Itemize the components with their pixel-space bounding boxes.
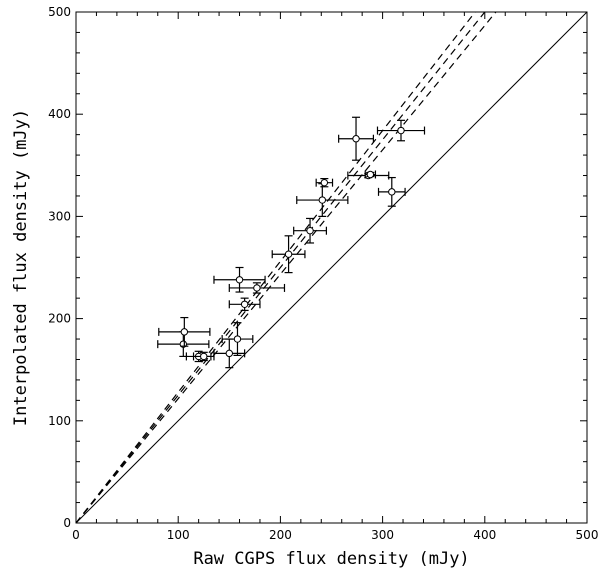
lines-layer (75, 11, 588, 524)
point-marker (366, 170, 375, 179)
data-point-11 (293, 217, 327, 244)
point-marker (200, 352, 208, 361)
y-tick-label: 500 (48, 5, 71, 19)
data-point-8 (228, 297, 261, 312)
x-tick-label: 0 (72, 528, 80, 542)
x-tick-label: 500 (576, 528, 599, 542)
one-to-one-line (75, 11, 588, 524)
data-point-14 (338, 116, 375, 161)
data-point-17 (377, 176, 406, 207)
data-point-12 (296, 183, 349, 217)
points-layer (157, 116, 426, 369)
data-point-16 (364, 170, 377, 179)
x-tick-label: 100 (167, 528, 190, 542)
point-marker (320, 178, 329, 187)
y-tick-label: 300 (48, 209, 71, 223)
ticks-layer: 0 100 200 300 400 500 0 100 200 300 400 500 (48, 5, 598, 542)
data-point-6 (221, 322, 254, 356)
point-marker (225, 349, 234, 358)
point-marker (253, 284, 261, 292)
data-point-10 (271, 235, 306, 274)
data-point-2 (158, 316, 211, 347)
point-marker (240, 300, 249, 308)
point-marker (318, 196, 327, 204)
point-marker (284, 250, 293, 258)
x-tick-label: 300 (371, 528, 394, 542)
fit-line-2 (75, 11, 486, 524)
point-marker (235, 276, 244, 284)
point-marker (352, 135, 360, 143)
plot-frame (75, 11, 588, 524)
fit-line-3 (75, 11, 476, 524)
data-point-13 (315, 177, 334, 188)
y-tick-label: 100 (48, 414, 71, 428)
point-marker (306, 227, 314, 235)
point-marker (397, 126, 405, 135)
data-point-18 (376, 119, 426, 142)
fit-line-1 (75, 11, 497, 524)
point-marker (180, 328, 189, 336)
y-tick-label: 0 (63, 516, 71, 530)
y-tick-label: 400 (48, 107, 71, 121)
point-marker (233, 335, 242, 343)
y-axis-title: Interpolated flux density (mJy) (11, 109, 31, 426)
data-point-5 (213, 338, 246, 369)
data-point-9 (228, 282, 286, 294)
point-marker (388, 188, 396, 196)
x-tick-label: 400 (473, 528, 496, 542)
x-tick-label: 200 (269, 528, 292, 542)
y-tick-label: 200 (48, 312, 71, 326)
x-axis-title: Raw CGPS flux density (mJy) (193, 549, 469, 569)
